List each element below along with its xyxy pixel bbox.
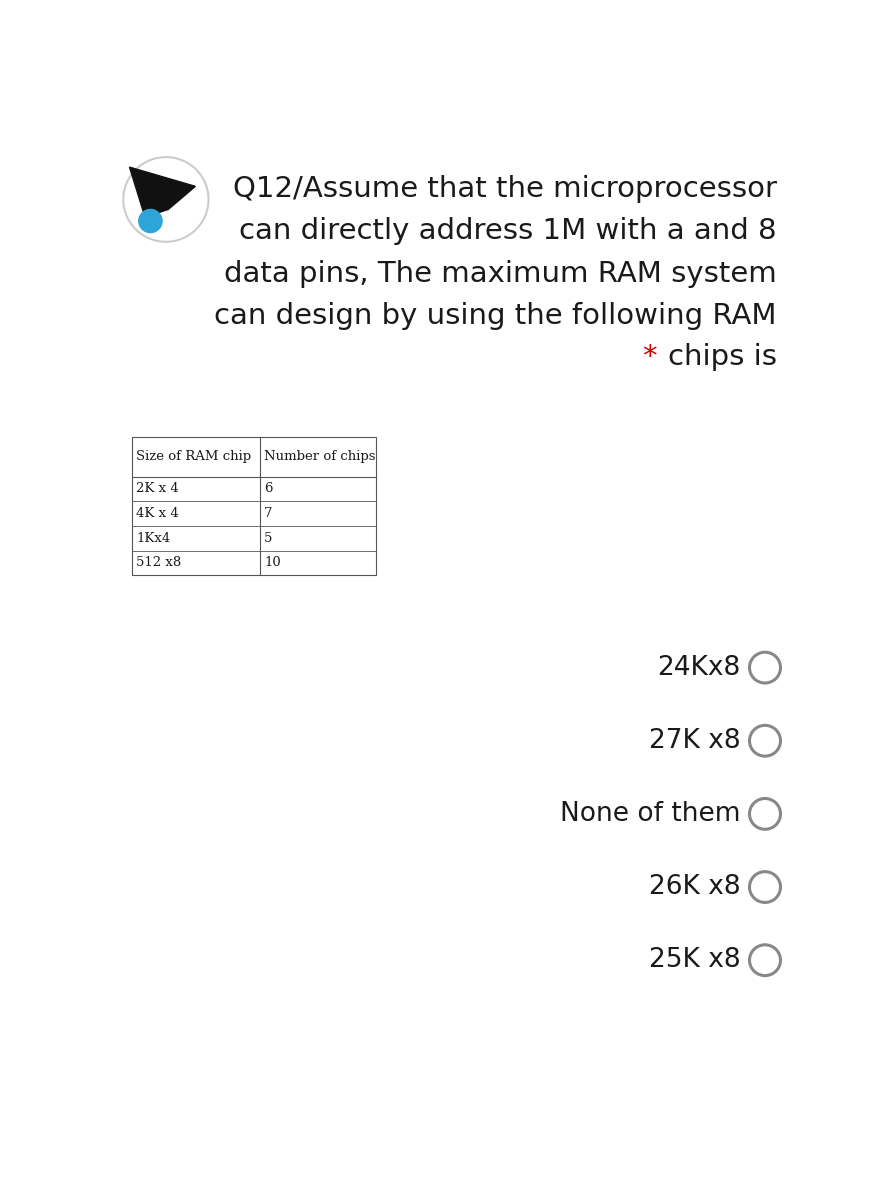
Text: 26K x8: 26K x8 [648, 874, 740, 900]
Text: 25K x8: 25K x8 [648, 947, 740, 973]
Text: 27K x8: 27K x8 [648, 727, 740, 754]
Text: data pins, The maximum RAM system: data pins, The maximum RAM system [224, 259, 777, 288]
Text: *: * [642, 343, 656, 371]
Text: 2K x 4: 2K x 4 [137, 482, 179, 496]
Text: 4K x 4: 4K x 4 [137, 508, 179, 520]
Text: Q12/Assume that the microprocessor: Q12/Assume that the microprocessor [233, 175, 777, 203]
Text: Number of chips: Number of chips [264, 450, 376, 463]
Text: 24Kx8: 24Kx8 [657, 655, 740, 680]
Text: chips is: chips is [668, 343, 777, 371]
Text: 7: 7 [264, 508, 273, 520]
Bar [132, 437, 376, 575]
Text: 10: 10 [264, 557, 281, 569]
Text: None of them: None of them [559, 800, 740, 827]
Text: can directly address 1M with a and 8: can directly address 1M with a and 8 [239, 217, 777, 245]
Text: 1Kx4: 1Kx4 [137, 532, 171, 545]
Text: 512 x8: 512 x8 [137, 557, 181, 569]
Text: Size of RAM chip: Size of RAM chip [137, 450, 252, 463]
Text: 5: 5 [264, 532, 273, 545]
Text: can design by using the following RAM: can design by using the following RAM [214, 302, 777, 330]
Circle shape [123, 157, 209, 241]
Text: 6: 6 [264, 482, 273, 496]
Circle shape [139, 210, 162, 233]
Polygon shape [130, 167, 196, 217]
